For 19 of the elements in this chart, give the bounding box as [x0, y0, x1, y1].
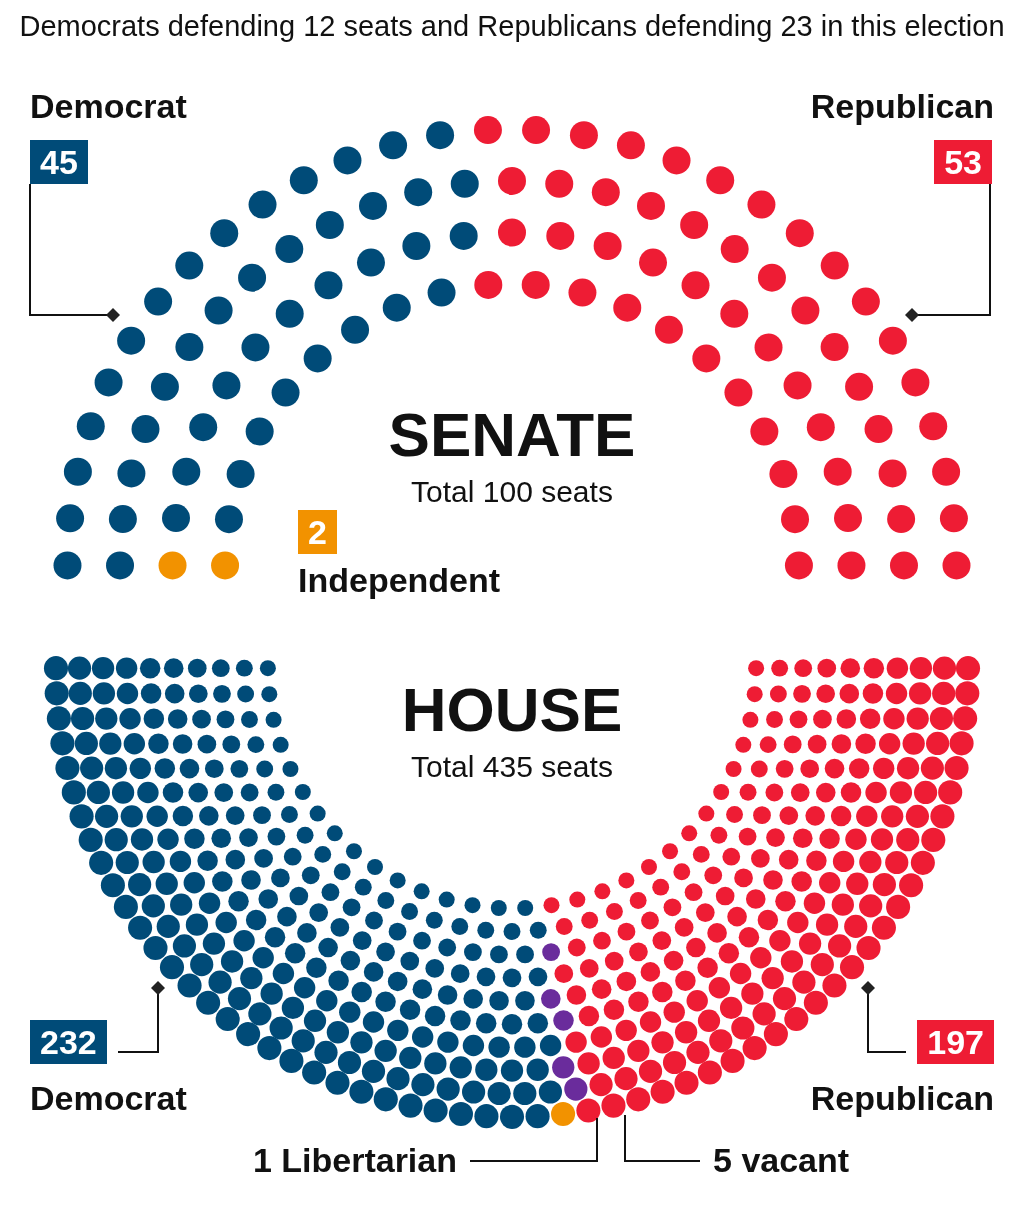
category-label: Democrat: [30, 1078, 187, 1118]
text: Democrats defending 12 seats and Republicans defending 23 in this election: [18, 10, 1006, 43]
category-label: vacant: [741, 1141, 850, 1179]
category-label: Republican: [810, 1078, 994, 1118]
text: HOUSE: [400, 675, 624, 745]
data-label: 1: [252, 1141, 272, 1179]
category-label: Libertarian: [281, 1141, 457, 1179]
category-label: Republican: [810, 86, 994, 126]
data-label: 53: [934, 140, 992, 184]
data-label: 5: [713, 1141, 732, 1179]
text: Total 100 seats: [410, 474, 614, 510]
data-label: 197: [917, 1020, 994, 1064]
data-label: 232: [30, 1020, 107, 1064]
data-label: 45: [30, 140, 88, 184]
text: SENATE: [387, 400, 637, 470]
category-label: Democrat: [30, 86, 187, 126]
data-label: 2: [298, 510, 337, 554]
text: Total 435 seats: [410, 749, 614, 785]
category-label: Independent: [298, 560, 501, 600]
